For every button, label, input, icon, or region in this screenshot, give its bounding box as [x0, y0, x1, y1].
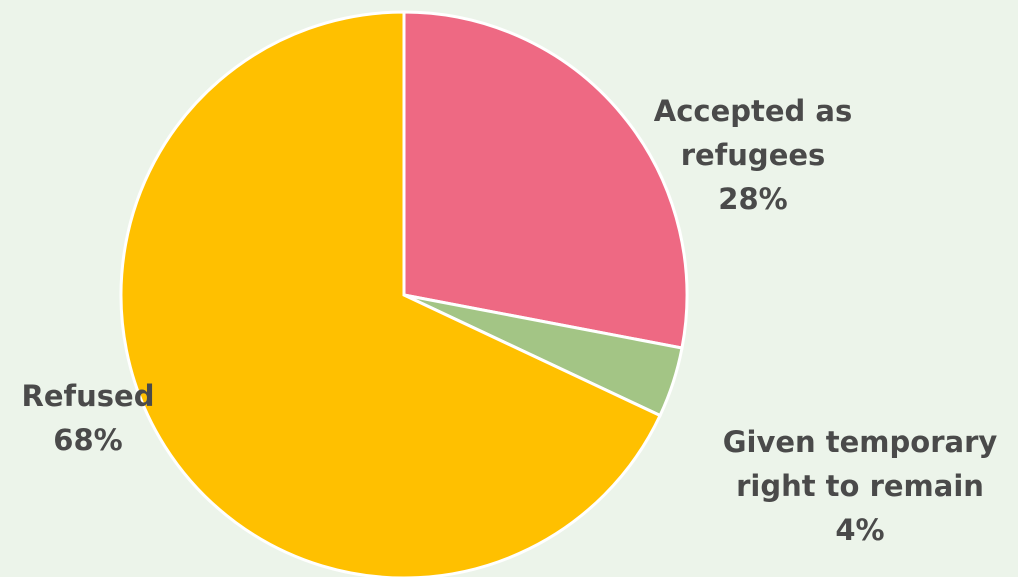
slice-label: Refused 68% [8, 374, 168, 462]
category-label: Given temporary right to remain [722, 425, 998, 503]
slice-label: Accepted as refugees 28% [628, 89, 878, 221]
pie-slice [402, 10, 689, 350]
value-label: 68% [53, 423, 123, 457]
value-label: 4% [835, 513, 885, 547]
value-label: 28% [718, 182, 788, 216]
pie-slice [119, 10, 663, 577]
category-label: Accepted as refugees [653, 94, 853, 172]
category-label: Refused [21, 379, 155, 413]
slice-label: Given temporary right to remain 4% [700, 420, 1018, 552]
